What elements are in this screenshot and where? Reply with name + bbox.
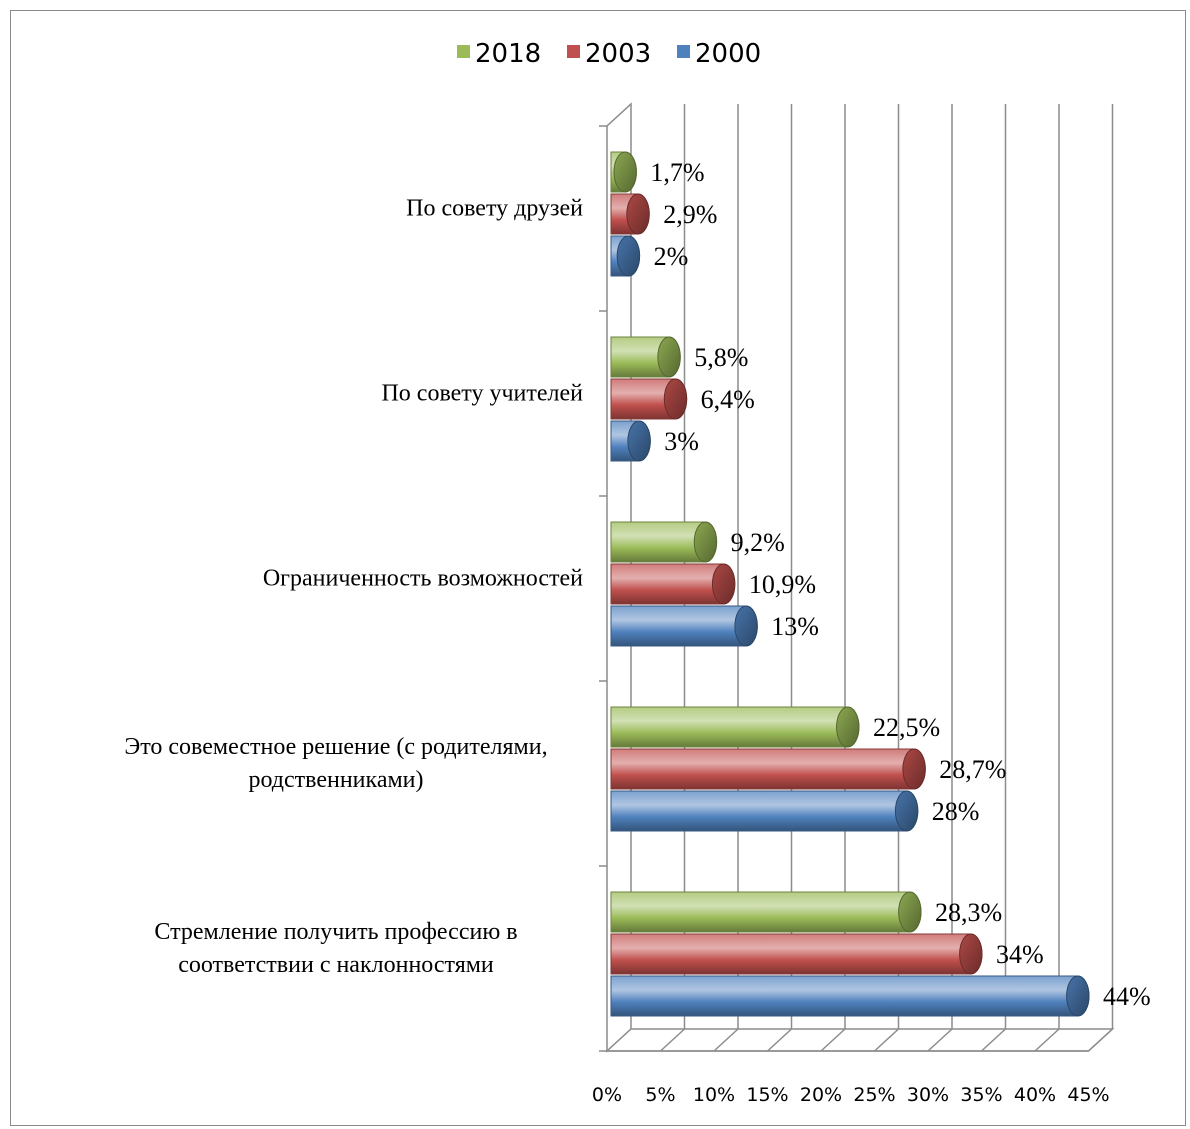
legend-label: 2018: [475, 39, 541, 69]
data-label: 6,4%: [701, 385, 755, 414]
x-tick-label: 45%: [1067, 1084, 1109, 1106]
legend-swatch: [677, 45, 690, 58]
category-label: Это совеместное решение (с родителями, ро…: [124, 734, 547, 793]
x-tick-label: 30%: [907, 1084, 949, 1106]
x-tick-label: 25%: [853, 1084, 895, 1106]
gridline-floor: [927, 1028, 953, 1052]
bar-body: [610, 933, 983, 975]
bar: [610, 235, 641, 277]
x-tick-label: 40%: [1014, 1084, 1056, 1106]
bar-body: [610, 748, 926, 790]
bars: [610, 151, 1090, 1017]
bar: [610, 975, 1090, 1017]
bar: [610, 378, 688, 420]
data-label: 28%: [932, 797, 980, 826]
legend-label: 2000: [695, 39, 761, 69]
bar: [610, 605, 758, 647]
data-label: 22,5%: [873, 713, 940, 742]
bar: [610, 891, 922, 933]
data-label: 5,8%: [694, 343, 748, 372]
gridline-floor: [980, 1028, 1007, 1052]
bar: [610, 933, 983, 975]
bar-cap: [627, 420, 651, 462]
bar: [610, 706, 860, 748]
category-label: Ограниченность возможностей: [263, 566, 583, 592]
gridline-floor: [659, 1028, 686, 1052]
x-tick-label: 0%: [592, 1084, 622, 1106]
bar-cap: [657, 336, 681, 378]
chart-frame: 1,7% 2,9% 2% 5,8% 6,4% 3% 9,2% 10,9% 13% 22,5% 28,…: [10, 10, 1186, 1126]
x-tick-label: 35%: [960, 1084, 1002, 1106]
bar-body: [610, 790, 919, 832]
bar: [610, 420, 651, 462]
legend-swatch: [567, 45, 580, 58]
x-tick-label: 5%: [645, 1084, 675, 1106]
category-labels: По совету друзей По совету учителей Ограни…: [124, 196, 583, 979]
data-label: 28,3%: [935, 898, 1002, 927]
bar-cap: [894, 790, 919, 832]
bar-cap: [902, 748, 926, 790]
data-label: 1,7%: [650, 158, 704, 187]
bar: [610, 521, 718, 563]
bar-cap: [959, 933, 983, 975]
x-tick-label: 20%: [800, 1084, 842, 1106]
data-labels: 1,7% 2,9% 2% 5,8% 6,4%3% 9,2% 10,9% 13% 22,5% 28,…: [650, 158, 1150, 1011]
data-label: 34%: [996, 940, 1044, 969]
data-label: 3%: [664, 427, 699, 456]
data-label: 28,7%: [939, 755, 1006, 784]
gridline-floor: [1087, 1028, 1114, 1052]
category-label: По совету друзей: [406, 196, 583, 222]
bar-chart: 1,7% 2,9% 2% 5,8% 6,4%3% 9,2% 10,9% 13% 22,5% 28,…: [124, 39, 1150, 1106]
gridlines: [607, 104, 1114, 1052]
bar-body: [610, 975, 1090, 1017]
bar: [610, 748, 926, 790]
bar: [610, 563, 736, 605]
data-label: 2,9%: [663, 200, 717, 229]
bar-cap: [626, 193, 650, 235]
data-label: 13%: [771, 612, 819, 641]
bar-body: [610, 891, 922, 933]
bar: [610, 336, 681, 378]
data-label: 9,2%: [731, 528, 785, 557]
bar-cap: [693, 521, 718, 563]
legend-swatch: [457, 45, 470, 58]
bar: [610, 790, 919, 832]
bar-cap: [1066, 975, 1090, 1017]
bar-cap: [898, 891, 922, 933]
bar: [610, 151, 637, 193]
gridline-floor: [873, 1028, 900, 1052]
floor: [605, 1028, 1115, 1052]
legend-label: 2003: [585, 39, 651, 69]
gridline-floor: [1034, 1028, 1060, 1052]
gridline-floor: [820, 1028, 846, 1052]
category-label: Стремление получить профессию в соответст…: [154, 919, 517, 978]
gridline-floor: [713, 1028, 739, 1052]
bar-body: [610, 706, 860, 748]
bar-cap: [613, 151, 637, 193]
x-tick-label: 10%: [693, 1084, 735, 1106]
x-axis-ticks: 0% 5% 10% 15% 20% 25% 30% 35% 40% 45%: [592, 1084, 1110, 1106]
legend: 2018 2003 2000: [457, 39, 761, 69]
gridline-floor: [766, 1028, 793, 1052]
data-label: 10,9%: [749, 570, 816, 599]
bar-cap: [663, 378, 688, 420]
bar-cap: [711, 563, 736, 605]
category-label: По совету учителей: [381, 381, 583, 407]
bar: [610, 193, 650, 235]
bar-cap: [616, 235, 641, 277]
x-tick-label: 15%: [746, 1084, 788, 1106]
bar-cap: [734, 605, 758, 647]
data-label: 44%: [1103, 982, 1151, 1011]
data-label: 2%: [654, 242, 689, 271]
bar-cap: [836, 706, 860, 748]
